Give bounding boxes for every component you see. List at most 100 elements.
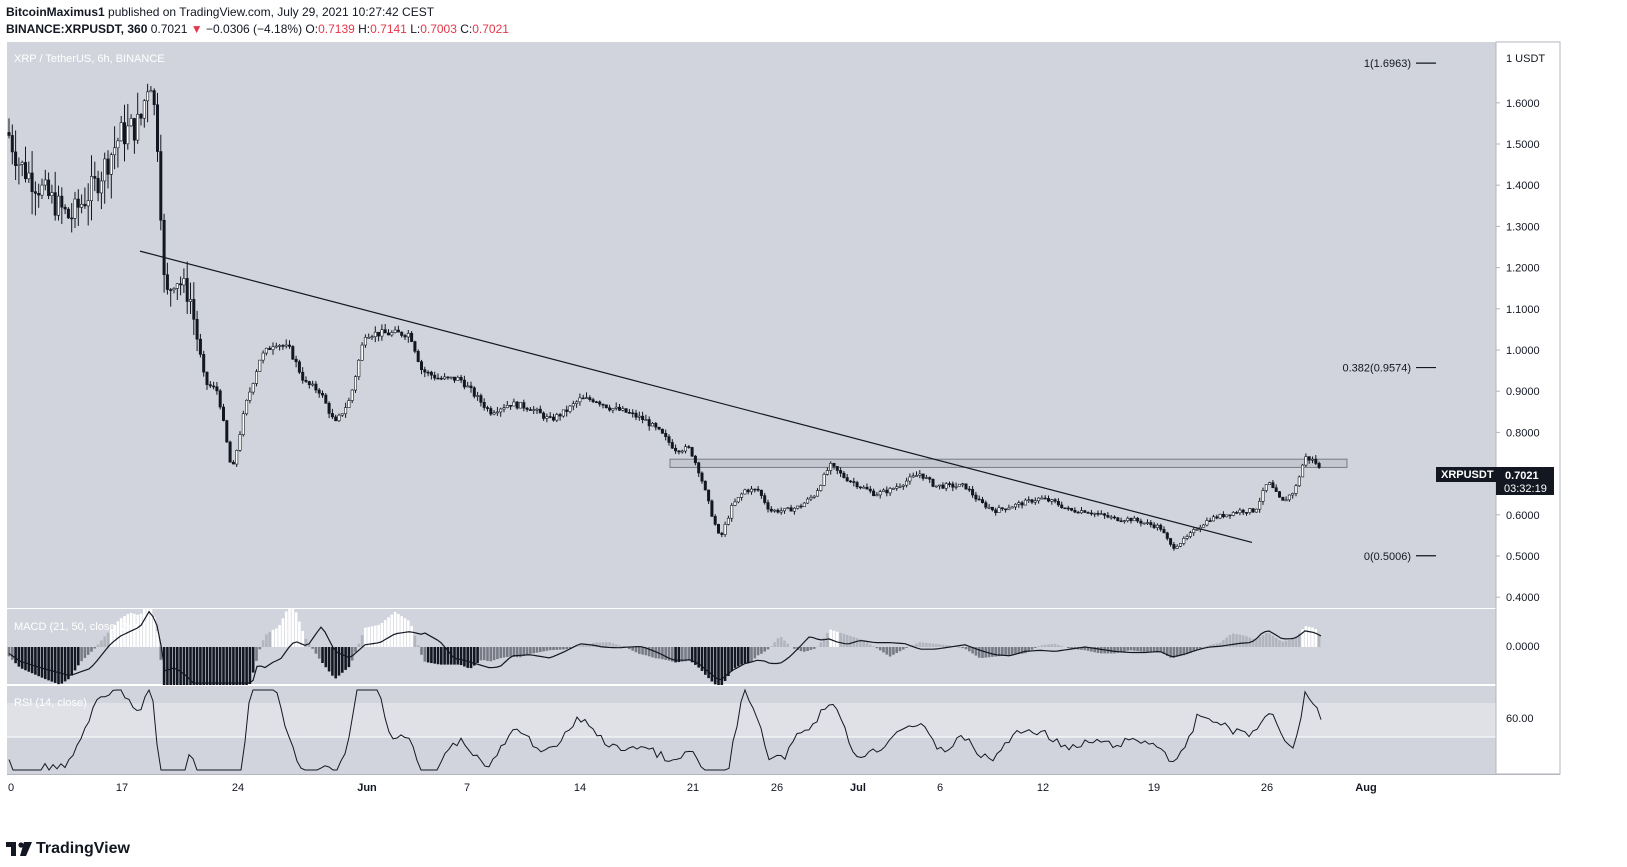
macd-bar — [337, 647, 341, 676]
macd-bar — [225, 647, 229, 685]
macd-bar — [209, 647, 212, 685]
candle-body-down — [472, 387, 476, 397]
macd-bar — [545, 647, 549, 651]
macd-bar — [314, 647, 318, 654]
candle-body-down — [10, 135, 14, 153]
macd-bar — [552, 647, 555, 651]
candle-body-down — [974, 494, 978, 500]
open-value: 0.7139 — [318, 22, 355, 36]
candle-body-down — [123, 122, 127, 145]
candle-body-up — [1301, 464, 1305, 478]
macd-bar — [1139, 647, 1143, 652]
candle-body-down — [885, 489, 889, 494]
candle-body-down — [538, 408, 542, 414]
macd-bar — [357, 643, 361, 647]
macd-bar — [433, 647, 436, 664]
macd-bar — [991, 647, 994, 657]
macd-bar — [476, 647, 479, 663]
tradingview-brand[interactable]: TradingView — [6, 840, 130, 858]
candle-body-down — [1113, 516, 1117, 519]
macd-bar — [67, 647, 70, 680]
candle-body-down — [971, 489, 975, 496]
candle-body-up — [380, 329, 384, 337]
macd-bar — [265, 634, 268, 647]
candle-body-up — [340, 413, 344, 416]
macd-bar — [1179, 647, 1182, 657]
macd-bar — [1050, 644, 1054, 647]
time-tick-label: 12 — [1037, 782, 1049, 794]
macd-bar — [100, 640, 103, 647]
macd-bar — [50, 647, 54, 682]
macd-bar — [407, 620, 410, 647]
macd-bar — [1053, 643, 1057, 647]
candle-body-down — [462, 379, 466, 388]
candle-body-down — [848, 480, 852, 483]
candle-body-up — [806, 498, 810, 504]
macd-bar — [803, 647, 806, 652]
macd-bar — [324, 647, 328, 668]
macd-bar — [317, 647, 321, 659]
candle-body-up — [116, 140, 120, 149]
macd-bar — [1043, 644, 1047, 647]
macd-bar — [430, 647, 433, 664]
macd-bar — [350, 647, 354, 661]
candle-body-down — [1245, 512, 1249, 514]
macd-bar — [182, 647, 186, 685]
macd-bar — [423, 647, 427, 662]
candle-body-up — [353, 376, 357, 391]
candle-body-down — [1208, 520, 1212, 522]
macd-bar — [222, 647, 225, 685]
candle-body-up — [126, 125, 130, 145]
candle-body-up — [611, 408, 615, 411]
candle-body-up — [888, 488, 892, 494]
candle-body-down — [1106, 515, 1110, 518]
macd-bar — [1304, 626, 1308, 647]
macd-bar — [80, 647, 83, 662]
macd-bar — [542, 647, 545, 652]
candle-body-down — [459, 376, 463, 381]
candle-body-up — [278, 345, 282, 347]
macd-bar — [888, 647, 892, 657]
candle-body-down — [1070, 507, 1074, 511]
candle-body-down — [7, 132, 11, 136]
macd-bar — [1199, 647, 1202, 649]
macd-bar — [1126, 647, 1129, 651]
macd-bar — [34, 647, 37, 675]
candle-body-down — [383, 329, 387, 334]
candle-body-down — [469, 385, 473, 389]
macd-bar — [93, 647, 97, 649]
author-name[interactable]: BitcoinMaximus1 — [6, 5, 105, 19]
candle-body-down — [710, 500, 714, 517]
price-pane[interactable] — [7, 42, 1496, 608]
candle-body-up — [730, 505, 734, 519]
price-axis[interactable] — [1495, 41, 1561, 775]
candle-body-up — [1185, 536, 1189, 539]
macd-bar — [126, 613, 130, 647]
candle-body-down — [30, 172, 34, 192]
candle-body-up — [456, 376, 460, 381]
candle-body-up — [129, 118, 133, 127]
macd-bar — [40, 647, 44, 678]
macd-bar — [1080, 647, 1083, 650]
fib-levels: 1(1.6963) 0.382(0.9574) 0(0.5006) — [1343, 58, 1436, 563]
candle-body-down — [667, 436, 671, 443]
macd-bar — [684, 647, 687, 662]
candle-body-up — [119, 122, 123, 142]
time-tick-label: Jun — [357, 782, 377, 794]
macd-bar — [14, 647, 17, 664]
candlesticks — [7, 83, 1321, 551]
rsi-line — [8, 688, 1322, 771]
candle-body-up — [274, 345, 278, 348]
candle-body-up — [1126, 517, 1130, 521]
candle-body-up — [1264, 484, 1268, 491]
macd-bar — [638, 647, 641, 654]
candle-body-down — [759, 489, 763, 496]
macd-bar — [1205, 646, 1209, 647]
macd-bar — [364, 627, 367, 647]
macd-bar — [119, 618, 123, 647]
candle-body-down — [1281, 496, 1285, 501]
macd-bar — [301, 630, 304, 647]
price-tick-label: 1.4000 — [1506, 180, 1540, 192]
candle-body-down — [551, 416, 555, 421]
